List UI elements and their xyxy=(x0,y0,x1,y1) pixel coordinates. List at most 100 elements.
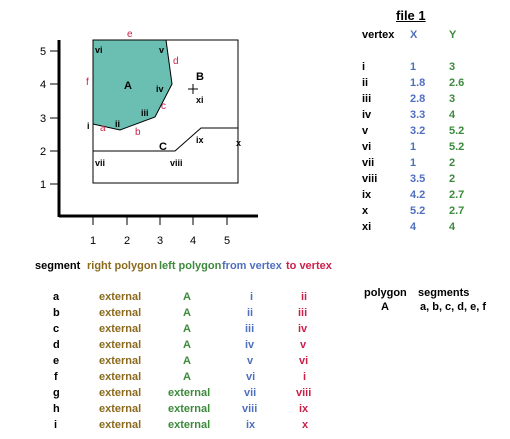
y-cell: 2.7 xyxy=(449,205,465,217)
vertex-label-i: i xyxy=(87,121,90,131)
polygon-table-header-polygon: polygon xyxy=(364,287,407,299)
y-cell: 3 xyxy=(449,61,456,73)
left-polygon-cell: A xyxy=(183,371,191,383)
from-vertex-cell: i xyxy=(250,291,254,303)
vertex-label-x: x xyxy=(236,138,241,148)
x-cell: 4.2 xyxy=(410,189,426,201)
left-polygon-cell: A xyxy=(183,323,191,335)
from-vertex-cell: v xyxy=(247,355,254,367)
x-tick-label: 2 xyxy=(124,235,130,247)
point-label-b: B xyxy=(196,71,204,83)
left-polygon-cell: A xyxy=(183,291,191,303)
y-ticks xyxy=(50,50,59,185)
segment-cell: h xyxy=(53,403,60,415)
vertex-label-ix: ix xyxy=(196,135,204,145)
right-polygon-cell: external xyxy=(99,307,142,319)
x-tick-label: 5 xyxy=(224,235,230,247)
y-tick-label: 1 xyxy=(40,179,46,191)
left-polygon-cell: A xyxy=(183,339,191,351)
left-polygon-cell: external xyxy=(168,403,211,415)
vertex-table-header-vertex: vertex xyxy=(362,29,395,41)
from-vertex-cell: ii xyxy=(247,307,254,319)
segment-label-d: d xyxy=(173,56,179,67)
line-vii-x xyxy=(93,127,238,152)
y-tick-label: 5 xyxy=(40,46,46,58)
segment-label-a: a xyxy=(100,123,106,134)
y-cell: 3 xyxy=(449,93,456,105)
x-cell: 2.8 xyxy=(410,93,426,105)
vertex-cell: iii xyxy=(362,93,372,105)
right-polygon-cell: external xyxy=(99,323,142,335)
to-vertex-cell: vi xyxy=(299,355,309,367)
y-cell: 2 xyxy=(449,157,456,169)
polygon-cell: A xyxy=(381,301,389,313)
vertex-label-iii: iii xyxy=(141,108,149,118)
vertex-label-vi: vi xyxy=(95,45,103,55)
to-vertex-cell: iii xyxy=(298,307,308,319)
vertex-cell: xi xyxy=(362,221,372,233)
x-cell: 4 xyxy=(410,221,417,233)
x-cell: 1 xyxy=(410,61,417,73)
to-vertex-cell: ii xyxy=(301,291,308,303)
vertex-cell: ix xyxy=(362,189,372,201)
y-tick-label: 2 xyxy=(40,146,46,158)
vertex-label-vii: vii xyxy=(95,158,105,168)
right-polygon-cell: external xyxy=(99,339,142,351)
polygon-label-a: A xyxy=(124,80,132,92)
right-polygon-cell: external xyxy=(99,419,142,431)
vertex-cell: iv xyxy=(362,109,372,121)
y-cell: 2.6 xyxy=(449,77,465,89)
file-title: file 1 xyxy=(396,8,426,23)
point-label-c: C xyxy=(159,141,167,153)
segment-cell: i xyxy=(54,419,58,431)
from-vertex-cell: ix xyxy=(246,419,256,431)
y-cell: 4 xyxy=(449,221,456,233)
vertex-table-header-x: X xyxy=(410,29,418,41)
segment-label-f: f xyxy=(86,77,89,88)
header-to-vertex: to vertex xyxy=(286,260,332,272)
left-polygon-cell: external xyxy=(168,387,211,399)
x-cell: 3.3 xyxy=(410,109,426,121)
header-left-polygon: left polygon xyxy=(159,260,222,272)
right-polygon-cell: external xyxy=(99,291,142,303)
segment-label-c: c xyxy=(161,101,166,112)
vertex-label-v: v xyxy=(159,45,164,55)
x-cell: 1 xyxy=(410,141,417,153)
polygon-table-header-segments: segments xyxy=(418,287,470,299)
right-polygon-cell: external xyxy=(99,355,142,367)
y-cell: 2.7 xyxy=(449,189,465,201)
segment-label-b: b xyxy=(135,127,141,138)
from-vertex-cell: vi xyxy=(246,371,256,383)
x-tick-label: 1 xyxy=(90,235,96,247)
to-vertex-cell: iv xyxy=(298,323,308,335)
segment-cell: b xyxy=(53,307,60,319)
header-right-polygon: right polygon xyxy=(87,260,158,272)
x-tick-label: 4 xyxy=(190,235,196,247)
right-polygon-cell: external xyxy=(99,371,142,383)
vertex-cell: x xyxy=(362,205,369,217)
segment-cell: d xyxy=(53,339,60,351)
vertex-table-header-y: Y xyxy=(449,29,457,41)
left-polygon-cell: A xyxy=(183,307,191,319)
from-vertex-cell: iv xyxy=(245,339,255,351)
x-cell: 5.2 xyxy=(410,205,426,217)
vertex-label-ii: ii xyxy=(115,119,120,129)
vertex-label-iv: iv xyxy=(156,84,164,94)
y-cell: 5.2 xyxy=(449,141,465,153)
to-vertex-cell: i xyxy=(303,371,307,383)
segment-cell: e xyxy=(53,355,60,367)
segment-cell: c xyxy=(53,323,60,335)
vertex-label-viii: viii xyxy=(170,158,183,168)
segment-cell: a xyxy=(53,291,60,303)
x-cell: 3.2 xyxy=(410,125,426,137)
from-vertex-cell: iii xyxy=(245,323,255,335)
vertex-cell: ii xyxy=(362,77,369,89)
x-cell: 3.5 xyxy=(410,173,426,185)
segments-cell: a, b, c, d, e, f xyxy=(420,301,487,313)
left-polygon-cell: A xyxy=(183,355,191,367)
segment-cell: f xyxy=(54,371,58,383)
from-vertex-cell: viii xyxy=(242,403,258,415)
polygon-a xyxy=(92,39,173,131)
x-cell: 1 xyxy=(410,157,417,169)
